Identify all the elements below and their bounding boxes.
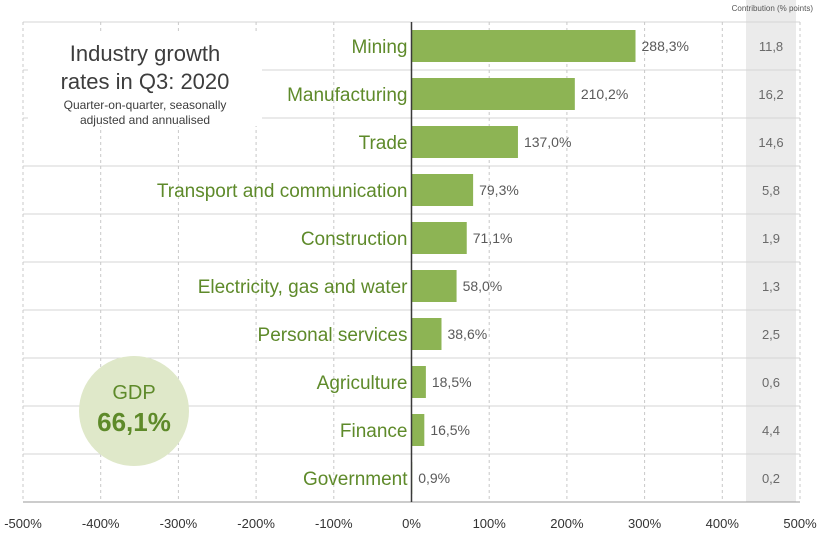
- gdp-label: GDP: [112, 382, 156, 404]
- contribution-value: 16,2: [758, 87, 783, 102]
- contribution-value: 11,8: [759, 39, 783, 54]
- contribution-value: 1,9: [762, 231, 780, 246]
- chart-title-line-1: Industry growth: [69, 41, 221, 66]
- category-label: Trade: [359, 133, 408, 154]
- category-label: Transport and communication: [157, 181, 408, 202]
- gdp-badge: GDP 66,1%: [79, 356, 189, 466]
- category-label: Mining: [352, 37, 408, 58]
- x-tick-label: 300%: [628, 516, 662, 531]
- bar: [411, 414, 425, 446]
- category-label: Electricity, gas and water: [198, 277, 408, 298]
- contribution-value: 1,3: [762, 279, 780, 294]
- bar-value-label: 137,0%: [524, 134, 571, 150]
- bar-value-label: 16,5%: [430, 422, 470, 438]
- chart-title: Industry growth rates in Q3: 2020: [28, 40, 262, 96]
- bar-value-label: 288,3%: [642, 38, 689, 54]
- chart-subtitle-line-2: adjusted and annualised: [79, 113, 211, 127]
- bar: [411, 366, 426, 398]
- bar: [411, 126, 518, 158]
- x-tick-label: -100%: [315, 516, 353, 531]
- bar: [411, 222, 467, 254]
- contribution-value: 14,6: [758, 135, 783, 150]
- contribution-value: 2,5: [762, 327, 780, 342]
- chart-title-line-2: rates in Q3: 2020: [60, 69, 230, 94]
- bar: [411, 174, 474, 206]
- contribution-value: 5,8: [762, 183, 780, 198]
- contribution-band: [746, 0, 796, 502]
- chart-subtitle-line-1: Quarter-on-quarter, seasonally: [63, 98, 227, 112]
- contribution-header: Contribution (% points): [731, 4, 813, 13]
- bar: [411, 270, 457, 302]
- x-tick-label: 0%: [402, 516, 421, 531]
- bar-value-label: 210,2%: [581, 86, 628, 102]
- gdp-value: 66,1%: [97, 407, 171, 437]
- category-label: Finance: [340, 421, 408, 442]
- x-tick-label: -200%: [237, 516, 275, 531]
- bar-value-label: 38,6%: [447, 326, 487, 342]
- bar: [411, 318, 442, 350]
- contribution-value: 4,4: [762, 423, 780, 438]
- bar-value-label: 71,1%: [473, 230, 513, 246]
- bar-value-label: 0,9%: [418, 470, 450, 486]
- contribution-value: 0,6: [762, 375, 780, 390]
- x-tick-label: 100%: [473, 516, 507, 531]
- contribution-value: 0,2: [762, 471, 780, 486]
- chart-subtitle: Quarter-on-quarter, seasonally adjusted …: [28, 98, 262, 128]
- x-tick-label: -400%: [82, 516, 120, 531]
- bar: [411, 78, 575, 110]
- x-tick-label: 200%: [550, 516, 584, 531]
- bar: [411, 30, 636, 62]
- bar-value-label: 79,3%: [479, 182, 519, 198]
- x-tick-label: 400%: [706, 516, 740, 531]
- category-label: Construction: [301, 229, 408, 250]
- bar-value-label: 18,5%: [432, 374, 472, 390]
- x-tick-label: -300%: [160, 516, 198, 531]
- bar-value-label: 58,0%: [463, 278, 503, 294]
- category-label: Manufacturing: [287, 85, 407, 106]
- chart-title-box: Industry growth rates in Q3: 2020 Quarte…: [28, 34, 262, 128]
- x-tick-label: 500%: [783, 516, 817, 531]
- category-label: Personal services: [258, 325, 408, 346]
- x-tick-label: -500%: [4, 516, 42, 531]
- category-label: Government: [303, 469, 408, 490]
- category-label: Agriculture: [317, 373, 408, 394]
